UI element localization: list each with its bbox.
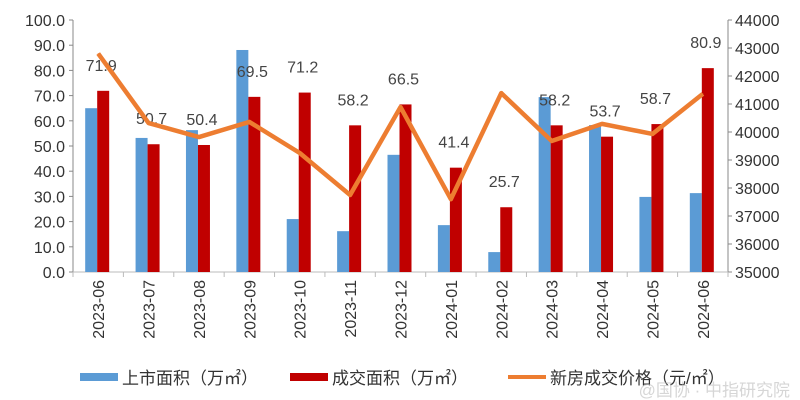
- bar-sold-area: [349, 125, 362, 272]
- line-point: [198, 136, 200, 138]
- bar-sold-area: [197, 144, 210, 272]
- line-point: [601, 123, 603, 125]
- legend-label: 新房成交价格（元/㎡）: [550, 369, 725, 388]
- bar-sold-area: [601, 136, 614, 272]
- left-tick-label: 100.0: [25, 13, 65, 30]
- bar-sold-area: [651, 124, 664, 273]
- left-tick-label: 70.0: [34, 89, 65, 106]
- x-tick-label: 2023-07: [142, 280, 159, 339]
- bar-sold-area: [298, 92, 311, 273]
- x-tick-label: 2024-02: [494, 280, 511, 339]
- left-tick-label: 60.0: [34, 114, 65, 131]
- bar-sold-area: [550, 125, 563, 272]
- line-point: [651, 133, 653, 135]
- left-tick-label: 30.0: [34, 189, 65, 206]
- bar-sold-area: [97, 90, 110, 272]
- watermark: @国协 · 中指研究院: [638, 381, 790, 400]
- right-tick-label: 35000: [735, 265, 780, 282]
- data-label: 66.5: [388, 71, 419, 88]
- data-label: 69.5: [237, 64, 268, 81]
- right-tick-label: 43000: [735, 41, 780, 58]
- x-tick-label: 2023-10: [293, 280, 310, 339]
- legend-item-sold-area: 成交面积（万㎡）: [290, 364, 468, 389]
- data-label: 58.2: [338, 92, 369, 109]
- left-tick-label: 20.0: [34, 215, 65, 232]
- bar-listed-area: [538, 97, 551, 272]
- bar-sold-area: [500, 207, 513, 272]
- right-tick-label: 40000: [735, 125, 780, 142]
- x-tick-label: 2023-11: [343, 280, 360, 338]
- legend-swatch-orange: [508, 374, 546, 379]
- x-tick-label: 2024-05: [645, 280, 662, 339]
- line-point: [702, 93, 704, 95]
- bar-listed-area: [639, 196, 652, 272]
- right-tick-label: 42000: [735, 69, 780, 86]
- left-tick-label: 80.0: [34, 63, 65, 80]
- bar-listed-area: [85, 108, 98, 272]
- line-point: [450, 198, 452, 200]
- bar-listed-area: [185, 130, 198, 272]
- data-label: 41.4: [438, 135, 469, 152]
- left-tick-label: 0.0: [43, 265, 65, 282]
- line-point: [551, 140, 553, 142]
- right-tick-label: 37000: [735, 209, 780, 226]
- data-label: 80.9: [690, 35, 721, 52]
- legend-swatch-blue: [80, 372, 118, 381]
- data-label: 53.7: [589, 104, 620, 121]
- x-tick-label: 2024-04: [595, 280, 612, 339]
- bar-listed-area: [135, 137, 148, 272]
- x-tick-label: 2023-06: [91, 280, 108, 339]
- right-tick-label: 39000: [735, 153, 780, 170]
- bar-listed-area: [689, 193, 702, 272]
- line-point: [400, 106, 401, 108]
- bar-sold-area: [701, 68, 714, 273]
- left-tick-label: 10.0: [34, 240, 65, 257]
- line-point: [248, 121, 250, 123]
- legend-label: 成交面积（万㎡）: [332, 369, 468, 388]
- bar-listed-area: [337, 231, 350, 272]
- data-label: 58.7: [640, 91, 671, 108]
- x-tick-label: 2023-09: [242, 280, 259, 339]
- x-tick-label: 2024-03: [545, 280, 562, 339]
- legend-item-price: 新房成交价格（元/㎡）: [508, 364, 725, 389]
- data-label: 50.4: [186, 112, 217, 129]
- right-tick-label: 38000: [735, 181, 780, 198]
- right-tick-label: 41000: [735, 97, 780, 114]
- bar-listed-area: [589, 125, 602, 272]
- line-point: [349, 194, 351, 196]
- bar-listed-area: [488, 252, 501, 272]
- right-tick-label: 36000: [735, 237, 780, 254]
- bar-listed-area: [286, 219, 299, 272]
- data-label: 71.2: [287, 60, 318, 77]
- data-label: 58.2: [539, 92, 570, 109]
- x-tick-label: 2023-08: [192, 280, 209, 339]
- legend-item-listed-area: 上市面积（万㎡）: [80, 364, 258, 389]
- bar-sold-area: [248, 96, 261, 272]
- bar-sold-area: [147, 144, 160, 272]
- x-tick-label: 2024-01: [444, 280, 461, 339]
- data-label: 25.7: [489, 174, 520, 191]
- chart-svg: 0.0 10.0 20.0 30.0 40.0 50.0 60.0 70.0 80.0 90.0 1…: [25, 13, 780, 339]
- left-tick-label: 50.0: [34, 139, 65, 156]
- x-tick-label: 2023-12: [394, 280, 411, 339]
- line-point: [97, 53, 99, 55]
- left-tick-label: 40.0: [34, 164, 65, 181]
- bar-sold-area: [399, 104, 412, 272]
- x-tick-label: 2024-06: [696, 280, 713, 339]
- right-tick-label: 44000: [735, 13, 780, 30]
- legend-label: 上市面积（万㎡）: [122, 369, 258, 388]
- bar-listed-area: [387, 154, 400, 272]
- bar-listed-area: [437, 225, 450, 272]
- line-point: [500, 92, 502, 94]
- left-tick-label: 90.0: [34, 38, 65, 55]
- line-point: [148, 122, 150, 124]
- line-point: [299, 152, 301, 154]
- legend-swatch-red: [290, 372, 328, 381]
- bar-listed-area: [236, 49, 249, 272]
